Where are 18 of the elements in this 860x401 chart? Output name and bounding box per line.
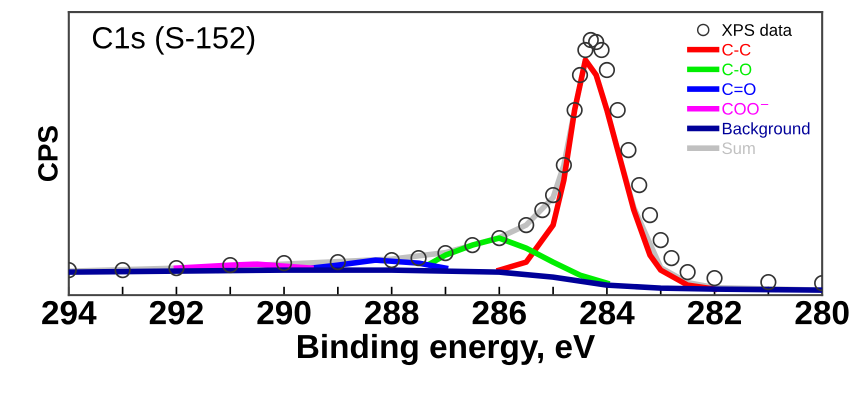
x-tick-label: 288 (365, 300, 418, 324)
chart-title: C1s (S-152) (92, 26, 254, 55)
legend-label: C-O (722, 64, 752, 76)
legend-label: Background (722, 122, 810, 138)
x-axis-title: Binding energy, eV (298, 334, 595, 366)
y-axis-title: CPS (38, 126, 58, 181)
legend-label: C-C (722, 44, 751, 56)
legend-label: XPS data (722, 24, 792, 36)
x-tick-label: 280 (796, 300, 849, 324)
legend-label: C=O (722, 83, 756, 96)
x-tick-label: 292 (150, 300, 203, 324)
x-tick-label: 286 (472, 300, 526, 324)
x-tick-label: 294 (42, 300, 96, 324)
legend-label: COO$^{−}$ (722, 102, 768, 115)
x-tick-label: 282 (688, 300, 742, 324)
legend-label: Sum (722, 142, 755, 154)
x-tick-label: 284 (580, 300, 635, 324)
x-tick-label: 290 (257, 300, 310, 324)
